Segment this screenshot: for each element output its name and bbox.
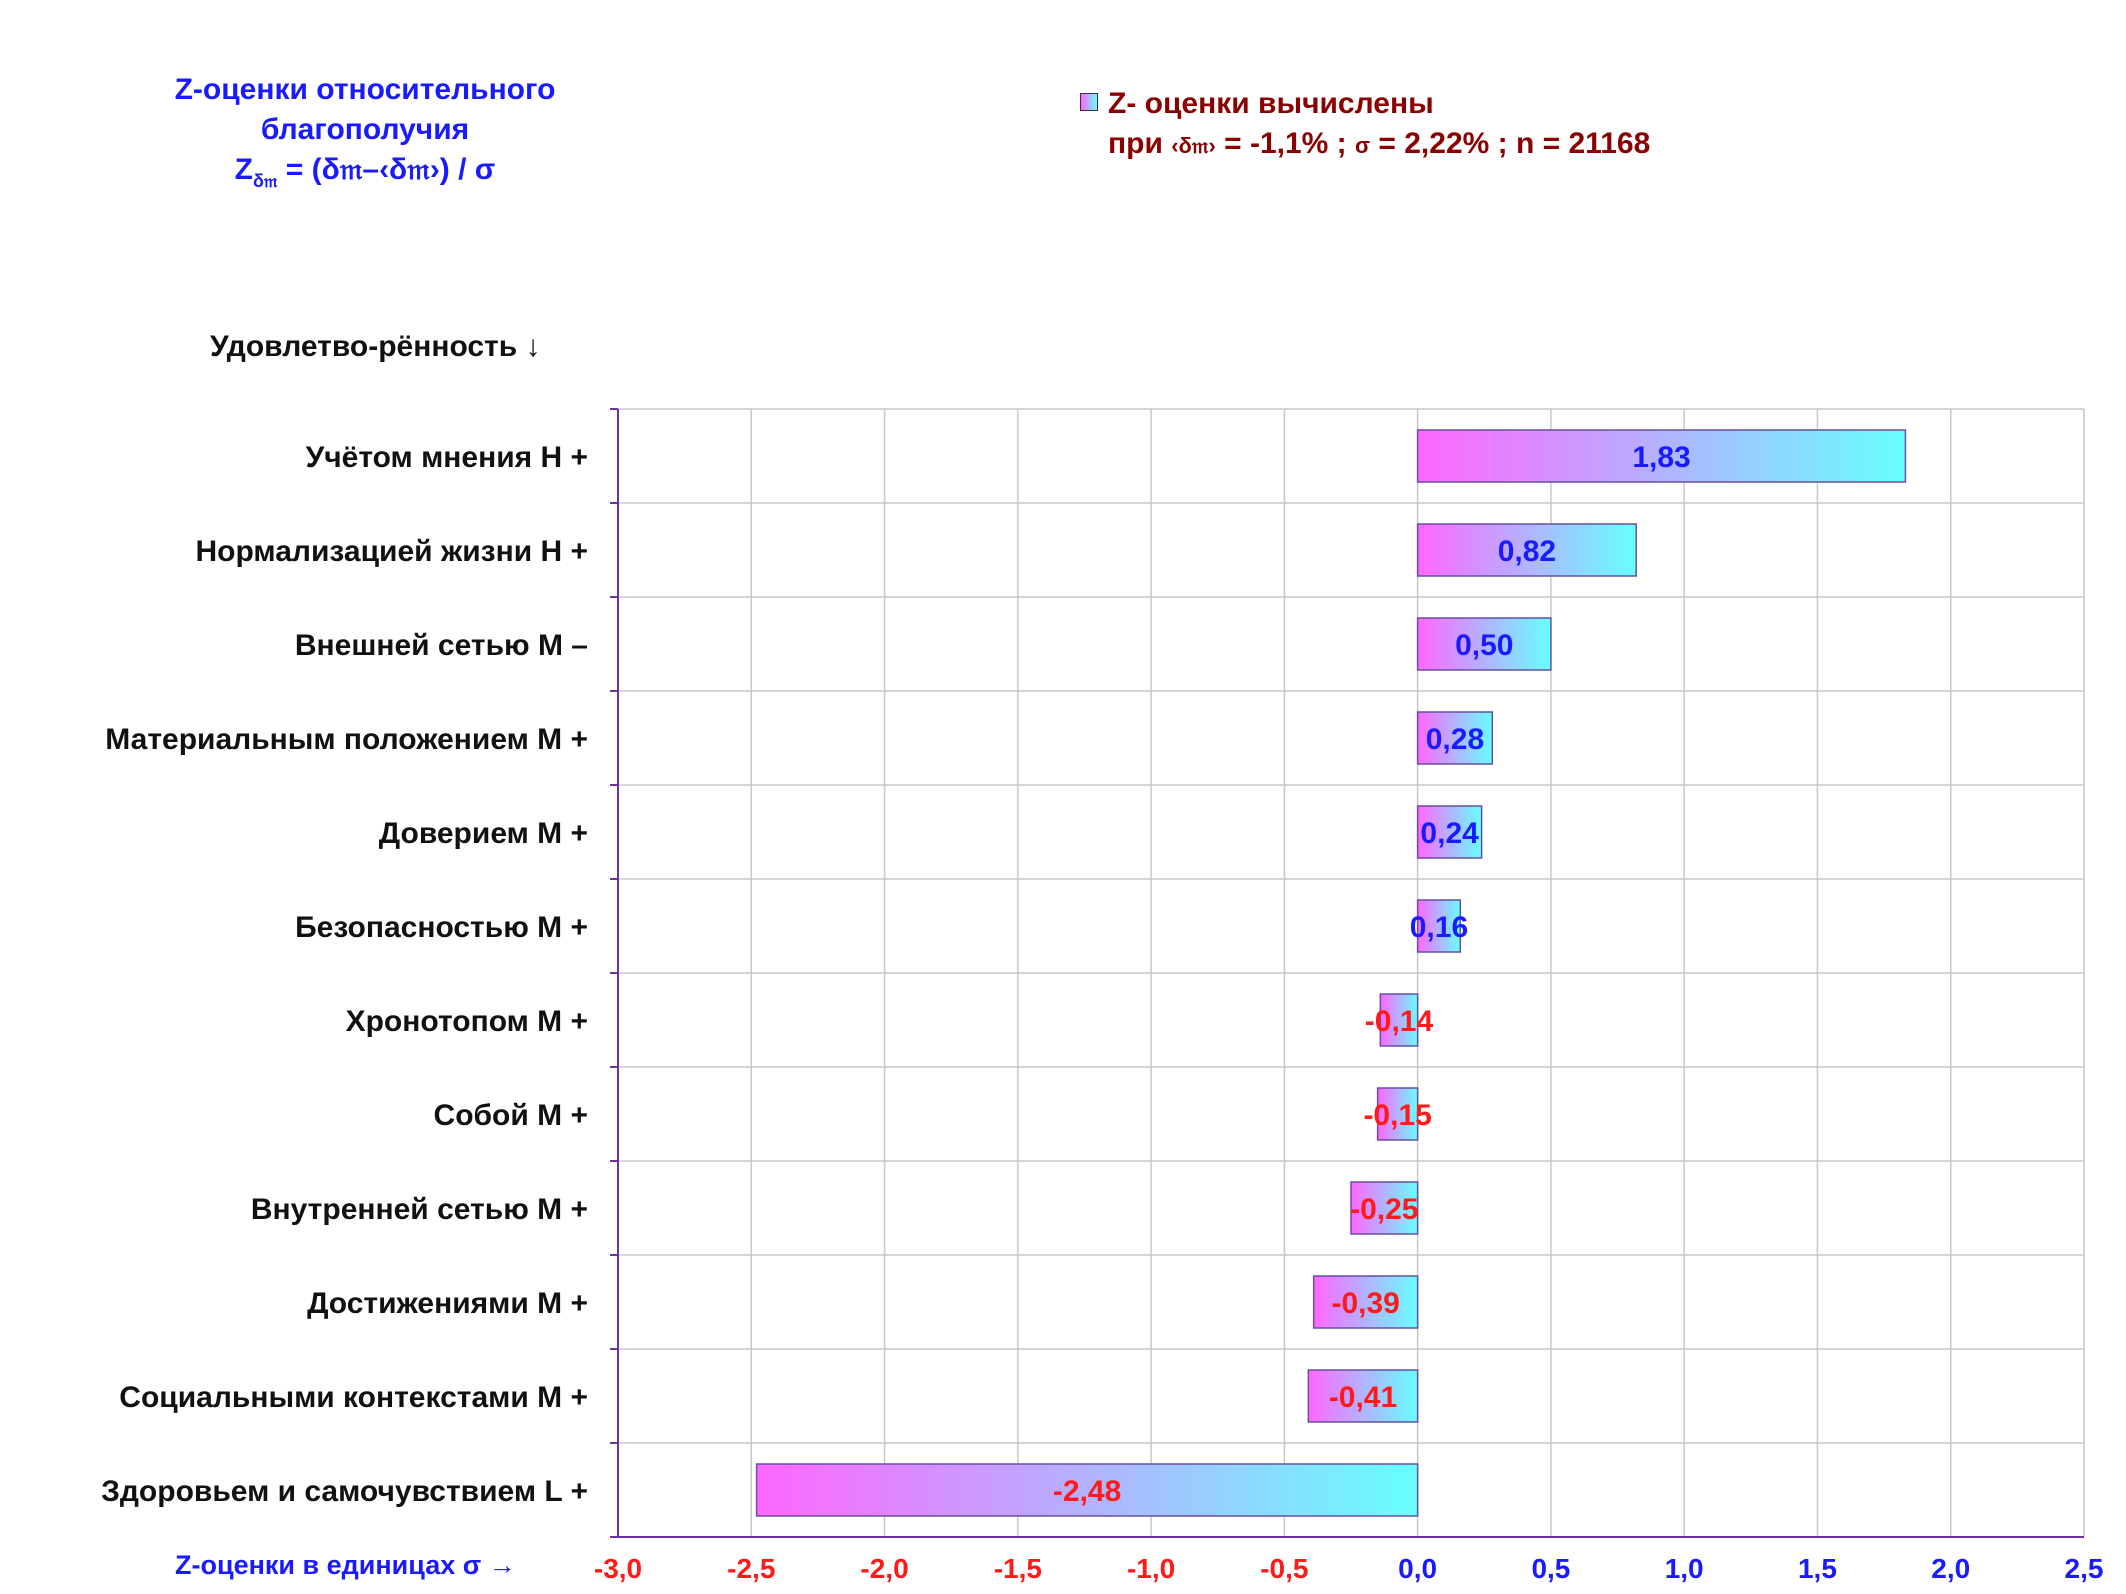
x-tick-label: -2,0 — [860, 1553, 908, 1584]
y-axis-title: Удовлетво-рённость ↓ — [210, 330, 541, 363]
bar — [1416, 805, 1483, 859]
category-label: Внешней сетью М – — [295, 629, 588, 662]
legend-swatch — [1080, 93, 1098, 111]
bar-value-label: -0,41 — [1329, 1381, 1397, 1414]
bar — [1416, 523, 1637, 577]
category-label: Учётом мнения Н + — [306, 441, 588, 474]
bar-value-label: -0,25 — [1350, 1193, 1418, 1226]
legend-params-delta: ‹δ𝔪› — [1171, 133, 1216, 158]
category-label: Материальным положением М + — [105, 723, 588, 756]
x-tick-label: -0,5 — [1260, 1553, 1308, 1584]
x-tick-label: 0,5 — [1531, 1553, 1570, 1584]
x-tick-label: 2,5 — [2065, 1553, 2104, 1584]
bar-value-label: 0,50 — [1455, 629, 1513, 662]
legend-entry: Z- оценки вычислены — [1080, 84, 1650, 124]
category-label: Нормализацией жизни Н + — [196, 535, 589, 568]
category-label: Собой М + — [434, 1099, 588, 1132]
chart-title-line2: благополучия — [260, 113, 470, 146]
bar-value-label: 0,16 — [1410, 911, 1468, 944]
category-label: Хронотопом М + — [346, 1005, 588, 1038]
legend-params-sigma: σ — [1355, 133, 1371, 158]
formula-z: Z — [234, 153, 253, 186]
legend: Z- оценки вычислены при ‹δ𝔪› = -1,1% ; σ… — [1080, 84, 1650, 166]
bar — [1379, 993, 1419, 1047]
x-tick-label: 1,5 — [1798, 1553, 1837, 1584]
x-axis-title: Z-оценки в единицах σ → — [175, 1550, 516, 1580]
legend-params-rest: = 2,22% ; n = 21168 — [1370, 127, 1651, 160]
bar-value-label: -0,39 — [1331, 1287, 1399, 1320]
bar-value-label: -0,15 — [1363, 1099, 1431, 1132]
x-tick-label: -2,5 — [727, 1553, 775, 1584]
x-tick-label: 0,0 — [1398, 1553, 1437, 1584]
x-tick-label: 1,0 — [1665, 1553, 1704, 1584]
legend-label: Z- оценки вычислены — [1108, 87, 1434, 120]
category-label: Внутренней сетью М + — [251, 1193, 588, 1226]
x-tick-label: 2,0 — [1931, 1553, 1970, 1584]
formula-rest: = (δ𝔪–‹δ𝔪›) / σ — [277, 153, 496, 186]
chart-title: Z-оценки относительного благополучия Zδ𝔪… — [130, 70, 600, 201]
x-tick-label: -3,0 — [594, 1553, 642, 1584]
bar — [755, 1463, 1419, 1517]
category-label: Безопасностью М + — [295, 911, 588, 944]
x-tick-label: -1,5 — [994, 1553, 1042, 1584]
chart-title-formula: Zδ𝔪 = (δ𝔪–‹δ𝔪›) / σ — [130, 150, 600, 201]
bar — [1350, 1181, 1419, 1235]
category-label: Достижениями М + — [307, 1287, 588, 1320]
legend-params-prefix: при — [1108, 127, 1172, 160]
legend-params: при ‹δ𝔪› = -1,1% ; σ = 2,22% ; n = 21168 — [1080, 124, 1650, 166]
x-tick-label: -1,0 — [1127, 1553, 1175, 1584]
bar-value-label: 0,82 — [1498, 535, 1556, 568]
bar-value-label: 0,24 — [1420, 817, 1479, 850]
category-label: Доверием М + — [379, 817, 588, 850]
bar-value-label: -2,48 — [1053, 1475, 1121, 1508]
bar — [1416, 899, 1462, 953]
bar — [1416, 617, 1552, 671]
bar-value-label: 0,28 — [1426, 723, 1484, 756]
category-label: Здоровьем и самочувствием L + — [101, 1475, 588, 1508]
formula-subscript: δ𝔪 — [253, 171, 278, 191]
bar-value-label: -0,14 — [1365, 1005, 1434, 1038]
category-label: Социальными контекстами М + — [119, 1381, 588, 1414]
chart-title-line1: Z-оценки относительного — [174, 73, 556, 106]
bar — [1416, 711, 1494, 765]
bar — [1312, 1275, 1419, 1329]
bar-value-label: 1,83 — [1632, 441, 1690, 474]
bar — [1307, 1369, 1419, 1423]
bar — [1376, 1087, 1419, 1141]
bar — [1416, 429, 1907, 483]
legend-params-mid: = -1,1% ; — [1215, 127, 1355, 160]
